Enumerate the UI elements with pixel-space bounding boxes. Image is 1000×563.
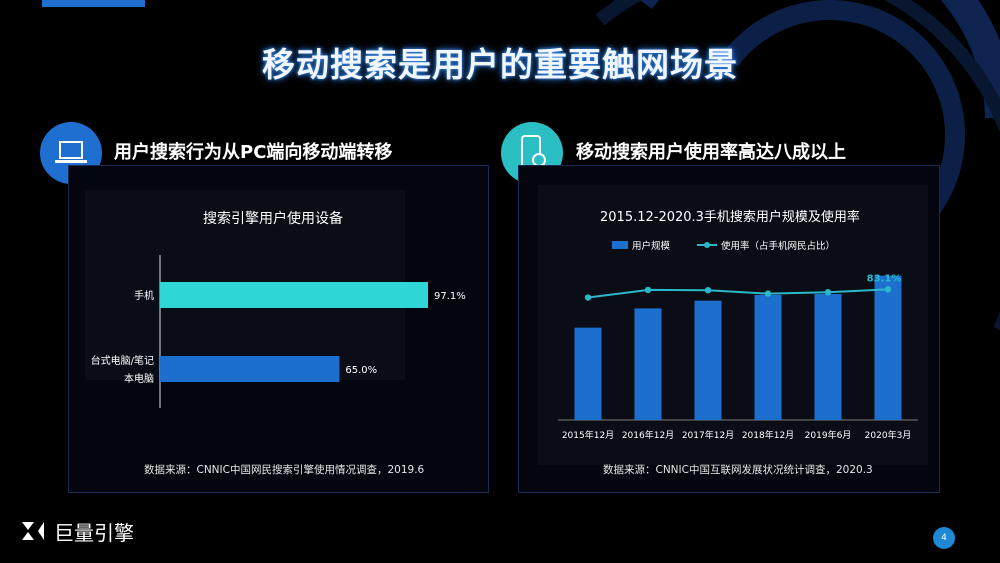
line-point-2 bbox=[644, 286, 652, 294]
bar-2 bbox=[160, 356, 340, 382]
right-section-heading: 移动搜索用户使用率高达八成以上 bbox=[576, 142, 846, 163]
bar-6 bbox=[874, 275, 902, 420]
right-chart-backdrop bbox=[538, 185, 928, 465]
legend-swatch-bars bbox=[612, 241, 628, 249]
line-annotation: 83.1% bbox=[867, 273, 902, 284]
bar-4 bbox=[754, 294, 782, 420]
category-label-1-1: 手机 bbox=[134, 289, 154, 302]
line-point-1 bbox=[584, 294, 592, 301]
x-tick-label-5: 2019年6月 bbox=[805, 429, 852, 441]
bar-3 bbox=[694, 300, 722, 420]
line-point-5 bbox=[824, 289, 832, 296]
bar-1 bbox=[574, 327, 602, 420]
line-point-6 bbox=[884, 286, 892, 293]
legend-marker-line bbox=[704, 242, 710, 248]
legend: 用户规模 使用率（占手机网民占比） bbox=[612, 240, 835, 252]
brand-logo: 巨量引擎 bbox=[18, 516, 134, 546]
right-source-note: 数据来源：CNNIC中国互联网发展状况统计调查，2020.3 bbox=[603, 464, 873, 476]
left-source-note: 数据来源：CNNIC中国网民搜索引擎使用情况调查，2019.6 bbox=[144, 464, 425, 476]
category-label-2-2: 本电脑 bbox=[124, 372, 154, 385]
top-accent-bar bbox=[42, 0, 145, 7]
category-label-2-1: 台式电脑/笔记 bbox=[91, 354, 154, 367]
page-title: 移动搜索是用户的重要触网场景 bbox=[262, 45, 738, 84]
page-number: 4 bbox=[933, 527, 955, 549]
x-tick-label-6: 2020年3月 bbox=[865, 429, 912, 441]
left-chart-title: 搜索引擎用户使用设备 bbox=[203, 211, 343, 227]
line-point-3 bbox=[704, 287, 712, 294]
left-section-heading: 用户搜索行为从PC端向移动端转移 bbox=[114, 142, 393, 163]
data-label-2: 65.0% bbox=[345, 365, 377, 376]
x-tick-label-4: 2018年12月 bbox=[742, 429, 794, 441]
bar-5 bbox=[814, 293, 842, 420]
legend-label-bars: 用户规模 bbox=[632, 240, 671, 252]
brand-logo-icon bbox=[22, 522, 44, 540]
x-tick-label-3: 2017年12月 bbox=[682, 429, 734, 441]
usage-rate-line bbox=[587, 288, 889, 299]
line-point-4 bbox=[764, 290, 772, 297]
x-tick-label-1: 2015年12月 bbox=[562, 429, 614, 441]
x-tick-label-2: 2016年12月 bbox=[622, 429, 674, 441]
bar-2 bbox=[634, 308, 662, 420]
data-label-1: 97.1% bbox=[434, 291, 466, 302]
legend-label-line: 使用率（占手机网民占比） bbox=[721, 240, 835, 252]
right-chart-title: 2015.12-2020.3手机搜索用户规模及使用率 bbox=[600, 210, 860, 225]
bar-1 bbox=[160, 282, 428, 308]
brand-name: 巨量引擎 bbox=[54, 520, 134, 545]
